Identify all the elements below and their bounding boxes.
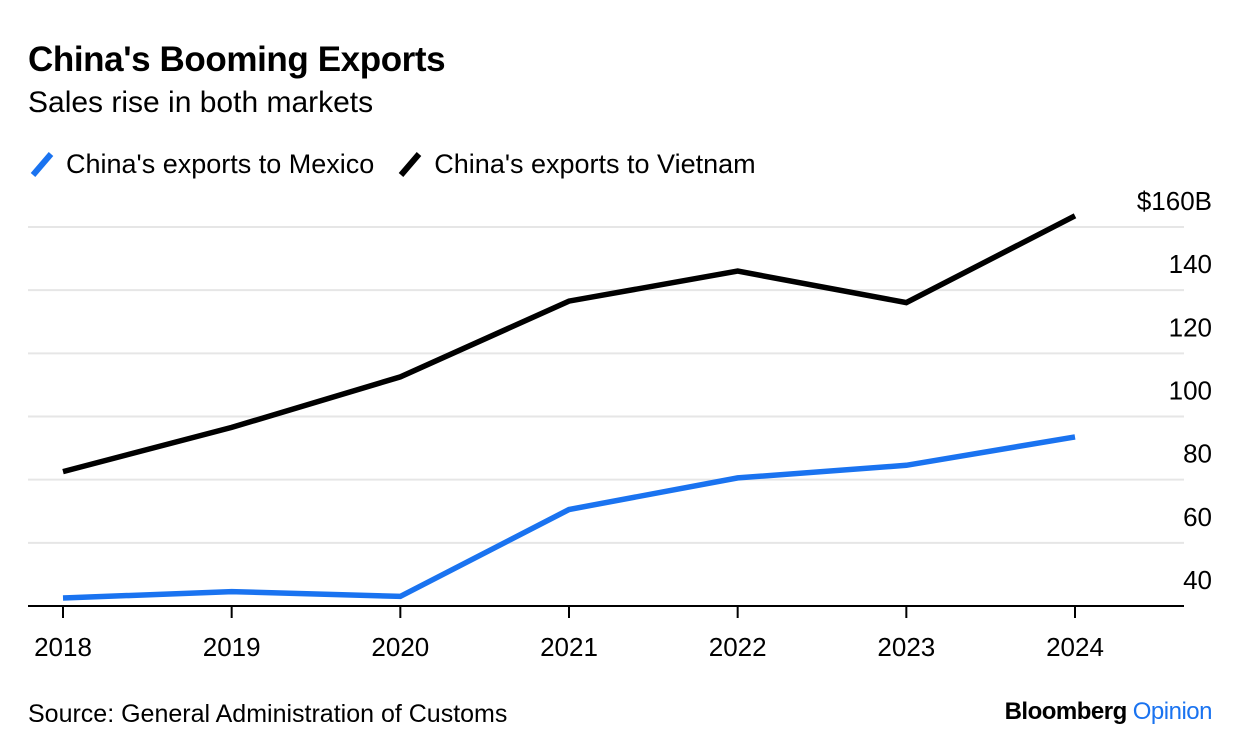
x-tick-label: 2018 — [34, 632, 92, 662]
x-tick-label: 2022 — [709, 632, 767, 662]
series-line-vietnam — [62, 213, 1077, 475]
line-chart: 40 60 80 100 120 140 $160B 2018 2019 2020 2021 202… — [28, 186, 1212, 662]
y-tick-label: 60 — [1183, 502, 1212, 532]
legend-label-mexico: China's exports to Mexico — [66, 148, 375, 179]
series-lines — [62, 213, 1077, 601]
x-tick-label: 2019 — [203, 632, 261, 662]
y-axis-labels: 40 60 80 100 120 140 $160B — [1137, 186, 1212, 595]
x-tick-label: 2021 — [540, 632, 598, 662]
x-axis — [28, 605, 1184, 618]
brand-opinion: Opinion — [1132, 698, 1213, 725]
x-tick-label: 2020 — [371, 632, 429, 662]
chart-legend: China's exports to Mexico China's export… — [28, 146, 778, 182]
legend-label-vietnam: China's exports to Vietnam — [434, 148, 756, 179]
legend-item-mexico: China's exports to Mexico — [28, 149, 374, 180]
brand-main: Bloomberg — [1004, 698, 1128, 725]
y-tick-label: 40 — [1183, 565, 1212, 595]
x-axis-labels: 2018 2019 2020 2021 2022 2023 2024 — [34, 632, 1104, 662]
chart-subtitle: Sales rise in both markets — [28, 86, 374, 119]
y-tick-label: 140 — [1169, 249, 1212, 279]
legend-swatch-mexico — [30, 152, 54, 177]
y-tick-label: $160B — [1137, 186, 1212, 216]
source-note: Source: General Administration of Custom… — [28, 700, 508, 728]
bloomberg-opinion-logo: Bloomberg Opinion — [1004, 698, 1213, 726]
gridlines — [28, 226, 1184, 544]
x-tick-label: 2024 — [1046, 632, 1104, 662]
legend-swatch-vietnam — [399, 152, 422, 177]
y-tick-label: 100 — [1169, 376, 1212, 406]
y-tick-label: 120 — [1169, 312, 1212, 342]
series-line-mexico — [62, 434, 1076, 601]
chart-title: China's Booming Exports — [28, 40, 446, 79]
x-tick-label: 2023 — [877, 632, 935, 662]
y-tick-label: 80 — [1183, 439, 1212, 469]
legend-item-vietnam: China's exports to Vietnam — [396, 148, 756, 180]
